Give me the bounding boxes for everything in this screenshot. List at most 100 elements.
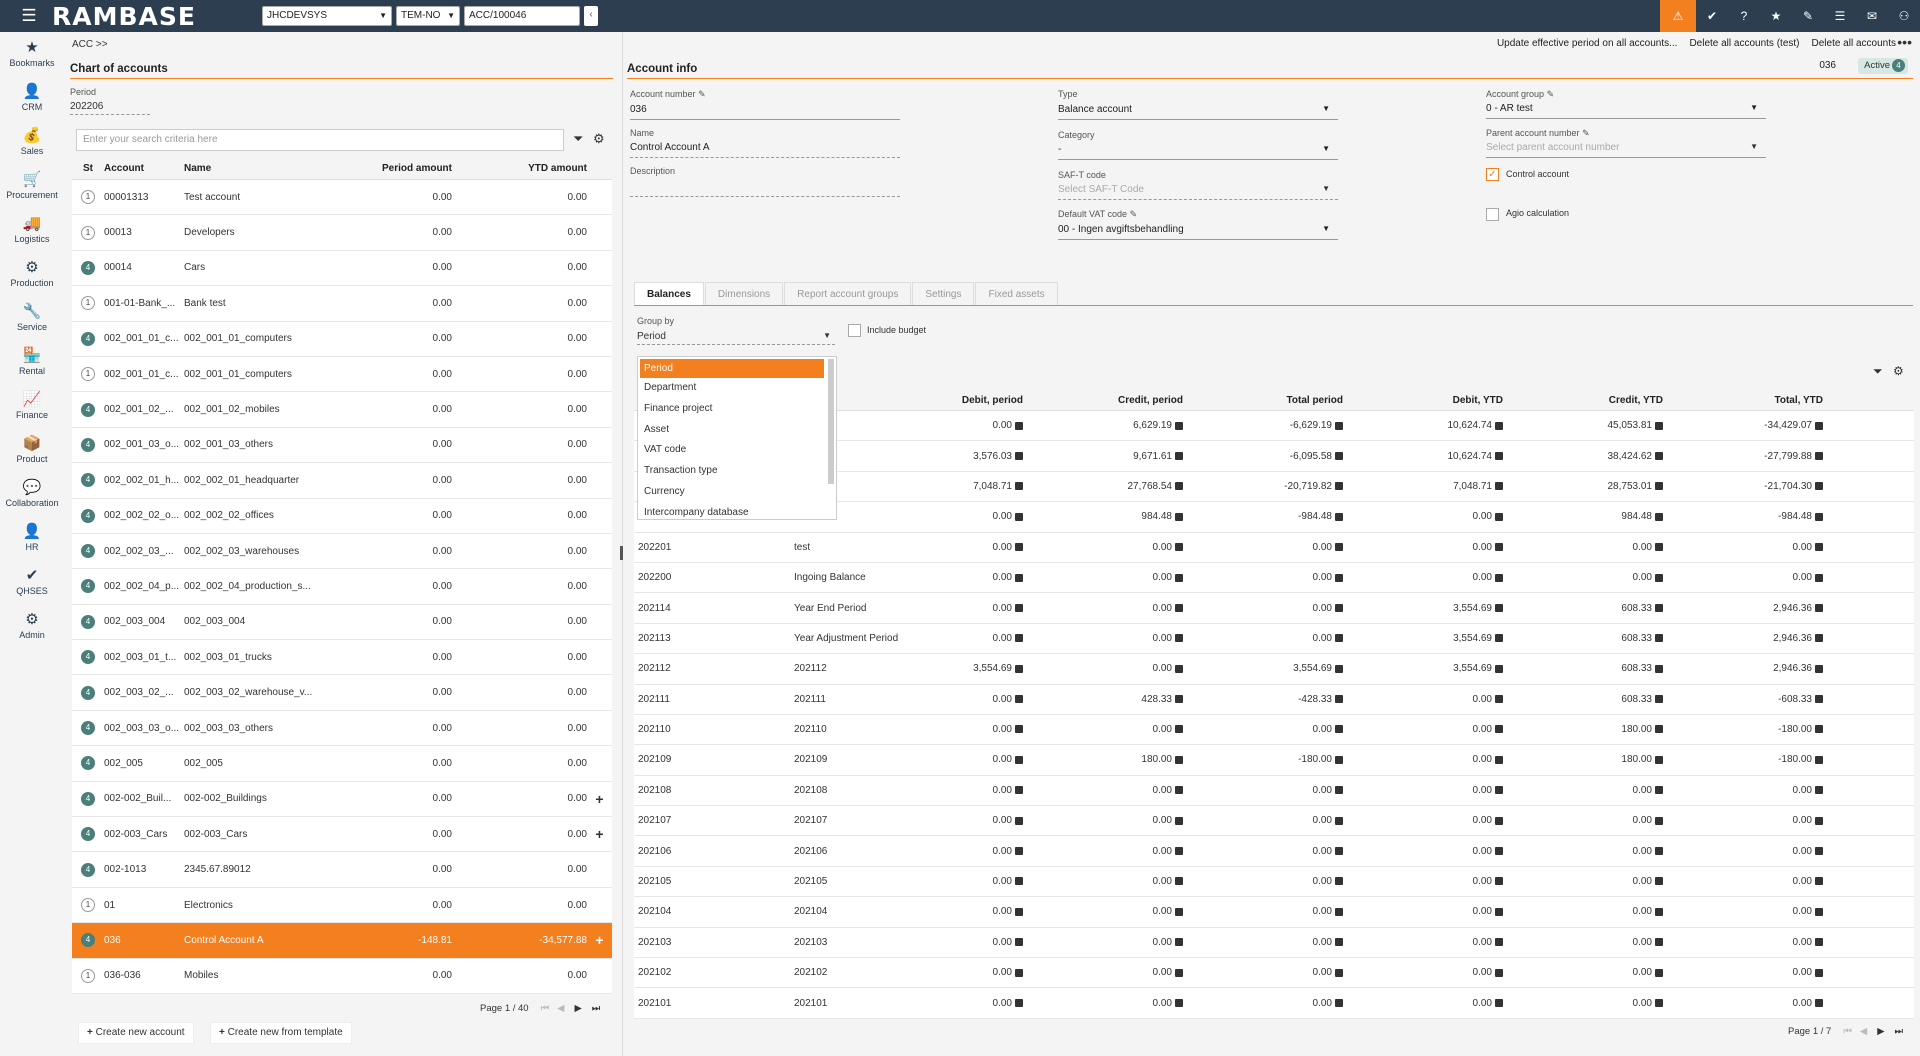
drilldown-icon[interactable] bbox=[1495, 664, 1503, 673]
category-select[interactable]: - ▼ bbox=[1058, 144, 1338, 160]
drilldown-icon[interactable] bbox=[1175, 938, 1183, 947]
drilldown-icon[interactable] bbox=[1655, 695, 1663, 704]
drilldown-icon[interactable] bbox=[1655, 725, 1663, 734]
drilldown-icon[interactable] bbox=[1495, 573, 1503, 582]
sidebar-item-crm[interactable]: 👤 CRM bbox=[0, 76, 64, 120]
drilldown-icon[interactable] bbox=[1495, 634, 1503, 643]
more-icon[interactable]: ••• bbox=[1897, 34, 1912, 50]
col-period-amount[interactable]: Period amount bbox=[381, 163, 452, 174]
table-row[interactable]: 202114 Year End Period 0.00 0.00 0.00 3,554.6… bbox=[634, 593, 1914, 624]
table-row[interactable]: 202112 202112 3,554.69 0.00 3,554.69 3,554.69… bbox=[634, 654, 1914, 685]
drilldown-icon[interactable] bbox=[1175, 998, 1183, 1007]
prev-page-icon[interactable]: ◀ bbox=[1859, 1026, 1868, 1037]
alert-icon[interactable]: ⚠ bbox=[1660, 0, 1696, 32]
table-row[interactable]: 4 002_003_004 002_003_004 0.00 0.00 bbox=[72, 604, 612, 641]
drilldown-icon[interactable] bbox=[1175, 573, 1183, 582]
tasks-icon[interactable]: ✔ bbox=[1706, 9, 1718, 23]
table-row[interactable]: 202108 202108 0.00 0.00 0.00 0.00 0.00 0.00 bbox=[634, 775, 1914, 807]
filter-icon[interactable]: ⏷ bbox=[573, 131, 584, 146]
drilldown-icon[interactable] bbox=[1655, 543, 1663, 552]
account-group-select[interactable]: 0 - AR test ▼ bbox=[1486, 103, 1766, 119]
table-row[interactable]: 4 002_003_03_o... 002_003_03_others 0.00 0.0… bbox=[72, 710, 612, 747]
drilldown-icon[interactable] bbox=[1015, 482, 1023, 491]
drilldown-icon[interactable] bbox=[1335, 603, 1343, 612]
dropdown-scrollbar[interactable] bbox=[828, 359, 834, 484]
next-page-icon[interactable]: ▶ bbox=[1877, 1026, 1885, 1037]
star-icon[interactable]: ★ bbox=[1770, 9, 1782, 23]
drilldown-icon[interactable] bbox=[1655, 512, 1663, 521]
table-row[interactable]: 202109 202109 0.00 180.00 -180.00 0.00 180.00 -… bbox=[634, 745, 1914, 776]
goto-input[interactable]: ACC/100046 bbox=[464, 6, 580, 26]
col-credit-period[interactable]: Credit, period bbox=[1117, 395, 1183, 406]
table-row[interactable]: 202111 202111 0.00 428.33 -428.33 0.00 608.33 -… bbox=[634, 684, 1914, 715]
drilldown-icon[interactable] bbox=[1015, 512, 1023, 521]
drilldown-icon[interactable] bbox=[1015, 421, 1023, 430]
drilldown-icon[interactable] bbox=[1495, 847, 1503, 856]
sidebar-item-admin[interactable]: ⚙ Admin bbox=[0, 604, 64, 648]
drilldown-icon[interactable] bbox=[1015, 877, 1023, 886]
drilldown-icon[interactable] bbox=[1175, 786, 1183, 795]
dropdown-option[interactable]: Intercompany database bbox=[644, 506, 749, 518]
help-icon[interactable]: ? bbox=[1740, 9, 1748, 23]
drilldown-icon[interactable] bbox=[1175, 968, 1183, 977]
drilldown-icon[interactable] bbox=[1015, 451, 1023, 460]
table-row[interactable]: 0.00 6,629.19 -6,629.19 10,624.74 45,053.81 -… bbox=[634, 411, 1914, 442]
expand-plus-icon[interactable]: + bbox=[595, 790, 604, 807]
drilldown-icon[interactable] bbox=[1335, 907, 1343, 916]
drilldown-icon[interactable] bbox=[1815, 482, 1823, 491]
drilldown-icon[interactable] bbox=[1655, 421, 1663, 430]
table-row[interactable]: 4 002_001_01_c... 002_001_01_computers 0.00… bbox=[72, 321, 612, 357]
drilldown-icon[interactable] bbox=[1815, 634, 1823, 643]
drilldown-icon[interactable] bbox=[1335, 664, 1343, 673]
drilldown-icon[interactable] bbox=[1335, 877, 1343, 886]
drilldown-icon[interactable] bbox=[1495, 725, 1503, 734]
gear-icon[interactable]: ⚙ bbox=[1893, 364, 1904, 378]
drilldown-icon[interactable] bbox=[1495, 968, 1503, 977]
table-row[interactable]: 4 00014 Cars 0.00 0.00 bbox=[72, 250, 612, 287]
col-account[interactable]: Account bbox=[104, 163, 144, 174]
drilldown-icon[interactable] bbox=[1335, 786, 1343, 795]
sidebar-item-procurement[interactable]: 🛒 Procurement bbox=[0, 164, 64, 208]
sidebar-item-collaboration[interactable]: 💬 Collaboration bbox=[0, 472, 64, 516]
first-page-icon[interactable]: ⏮ bbox=[1843, 1026, 1852, 1037]
drilldown-icon[interactable] bbox=[1495, 482, 1503, 491]
sidebar-item-qhses[interactable]: ✔ QHSES bbox=[0, 560, 64, 604]
drilldown-icon[interactable] bbox=[1175, 634, 1183, 643]
drilldown-icon[interactable] bbox=[1175, 664, 1183, 673]
drilldown-icon[interactable] bbox=[1015, 603, 1023, 612]
drilldown-icon[interactable] bbox=[1015, 938, 1023, 947]
drilldown-icon[interactable] bbox=[1175, 755, 1183, 764]
sidebar-item-product[interactable]: 📦 Product bbox=[0, 428, 64, 472]
table-row[interactable]: 4 002_003_01_t... 002_003_01_trucks 0.00 0.0… bbox=[72, 640, 612, 676]
edit-icon[interactable]: ✎ bbox=[1546, 89, 1555, 99]
drilldown-icon[interactable] bbox=[1335, 421, 1343, 430]
drilldown-icon[interactable] bbox=[1015, 664, 1023, 673]
drilldown-icon[interactable] bbox=[1655, 755, 1663, 764]
sidebar-item-service[interactable]: 🔧 Service bbox=[0, 296, 64, 340]
table-row[interactable]: 1 00013 Developers 0.00 0.00 bbox=[72, 215, 612, 251]
sidebar-item-sales[interactable]: 💰 Sales bbox=[0, 120, 64, 164]
create-new-account-button[interactable]: + Create new account bbox=[78, 1022, 194, 1044]
drilldown-icon[interactable] bbox=[1495, 877, 1503, 886]
status-badge[interactable]: Active 4 bbox=[1858, 58, 1908, 74]
drilldown-icon[interactable] bbox=[1015, 907, 1023, 916]
dropdown-option[interactable]: Period bbox=[640, 359, 824, 378]
table-row[interactable]: 4 002_003_02_... 002_003_02_warehouse_v...… bbox=[72, 675, 612, 711]
drilldown-icon[interactable] bbox=[1655, 877, 1663, 886]
drilldown-icon[interactable] bbox=[1495, 451, 1503, 460]
drilldown-icon[interactable] bbox=[1495, 938, 1503, 947]
drilldown-icon[interactable] bbox=[1175, 907, 1183, 916]
drilldown-icon[interactable] bbox=[1175, 603, 1183, 612]
drilldown-icon[interactable] bbox=[1815, 755, 1823, 764]
drilldown-icon[interactable] bbox=[1495, 421, 1503, 430]
drilldown-icon[interactable] bbox=[1815, 877, 1823, 886]
description-field[interactable] bbox=[630, 181, 900, 197]
table-row[interactable]: 202101 202101 0.00 0.00 0.00 0.00 0.00 0.00 bbox=[634, 988, 1914, 1019]
account-number-field[interactable]: 036 bbox=[630, 104, 900, 120]
drilldown-icon[interactable] bbox=[1495, 998, 1503, 1007]
col-total-period[interactable]: Total period bbox=[1286, 395, 1343, 406]
drilldown-icon[interactable] bbox=[1495, 543, 1503, 552]
drilldown-icon[interactable] bbox=[1335, 695, 1343, 704]
drilldown-icon[interactable] bbox=[1175, 512, 1183, 521]
tab-settings[interactable]: Settings bbox=[912, 282, 975, 306]
